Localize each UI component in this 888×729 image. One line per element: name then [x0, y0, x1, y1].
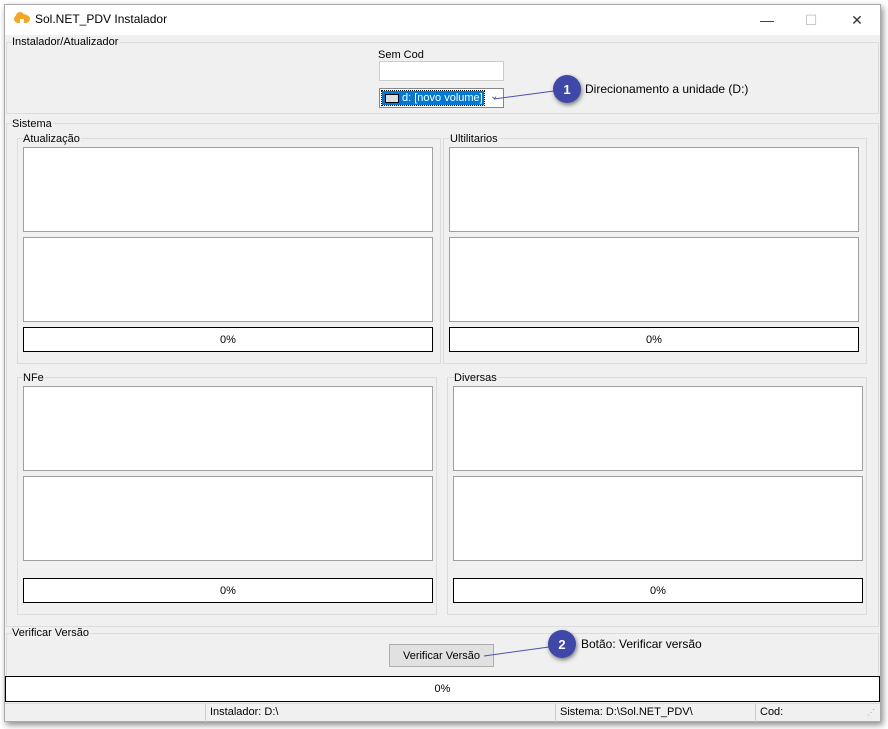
- code-label: Sem Cod: [378, 49, 424, 61]
- callout-badge: 1: [553, 75, 581, 103]
- status-bar: Instalador: D:\ Sistema: D:\Sol.NET_PDV\…: [5, 703, 880, 722]
- panel-ultilitarios: [443, 138, 867, 364]
- log-box[interactable]: [449, 237, 859, 322]
- panel-nfe: [17, 377, 437, 615]
- progress-bar: 0%: [453, 578, 863, 603]
- callout-text: Botão: Verificar versão: [581, 637, 702, 651]
- chevron-down-icon: ⌄: [490, 91, 499, 102]
- drive-select-value: d: [novo volume]: [381, 90, 485, 106]
- panel-label: Atualização: [23, 133, 81, 145]
- installer-group-label: Instalador/Atualizador: [12, 36, 120, 48]
- installer-group: [6, 42, 879, 114]
- log-box[interactable]: [453, 476, 863, 561]
- callout-line: [483, 646, 550, 657]
- status-system: Sistema: D:\Sol.NET_PDV\: [555, 704, 693, 722]
- status-installer: Instalador: D:\: [205, 704, 278, 722]
- resize-grip-icon[interactable]: ⋰: [867, 708, 875, 717]
- close-button[interactable]: ✕: [851, 11, 863, 28]
- log-box[interactable]: [23, 237, 433, 322]
- drive-select-text: d: [novo volume]: [402, 92, 483, 104]
- maximize-button[interactable]: ☐: [804, 11, 818, 28]
- verify-version-button[interactable]: Verificar Versão: [389, 644, 494, 667]
- progress-bar: 0%: [23, 578, 433, 603]
- progress-bar: 0%: [23, 327, 433, 352]
- drive-icon: [385, 93, 399, 103]
- callout-line: [493, 90, 555, 100]
- log-box[interactable]: [453, 386, 863, 471]
- log-box[interactable]: [23, 386, 433, 471]
- system-group: [6, 123, 879, 627]
- title-bar: Sol.NET_PDV Instalador — ☐ ✕: [5, 5, 880, 35]
- system-group-label: Sistema: [12, 118, 53, 130]
- status-code: Cod:: [755, 704, 783, 722]
- cloud-download-icon: [14, 12, 30, 27]
- panel-label: NFe: [23, 372, 45, 384]
- log-box[interactable]: [23, 147, 433, 232]
- window-title: Sol.NET_PDV Instalador: [35, 12, 168, 26]
- log-box[interactable]: [23, 476, 433, 561]
- callout-badge: 2: [548, 630, 576, 658]
- panel-label: Diversas: [454, 372, 498, 384]
- callout-text: Direcionamento a unidade (D:): [585, 82, 749, 96]
- minimize-button[interactable]: —: [760, 12, 774, 28]
- panel-atualizacao: [17, 138, 441, 364]
- overall-progress-bar: 0%: [5, 676, 880, 702]
- verify-group-label: Verificar Versão: [12, 627, 91, 639]
- verify-group: [6, 633, 879, 675]
- drive-select[interactable]: d: [novo volume] ⌄: [379, 88, 504, 108]
- panel-diversas: [447, 377, 867, 615]
- log-box[interactable]: [449, 147, 859, 232]
- progress-bar: 0%: [449, 327, 859, 352]
- panel-label: Ultilitarios: [450, 133, 499, 145]
- code-input[interactable]: [379, 61, 504, 81]
- installer-window: Sol.NET_PDV Instalador — ☐ ✕ Instalador/…: [4, 4, 881, 722]
